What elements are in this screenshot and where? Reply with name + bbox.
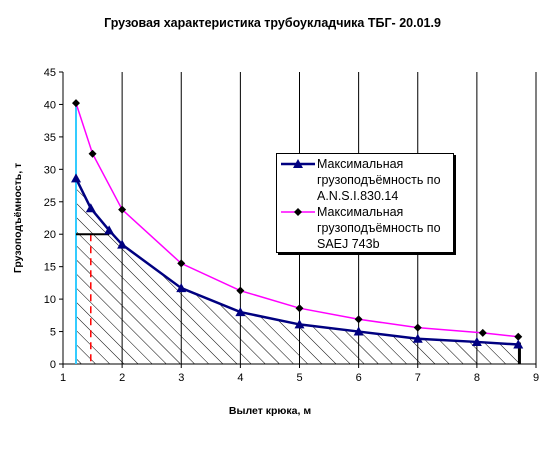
x-tick-label: 4	[237, 372, 243, 384]
series-2-point	[236, 286, 245, 295]
series-2-point	[354, 315, 363, 324]
x-tick-label: 8	[474, 372, 480, 384]
series-2-point	[478, 328, 487, 337]
x-tick-label: 6	[356, 372, 362, 384]
x-axis-label: Вылет крюка, м	[228, 405, 312, 417]
series-2-line	[75, 102, 519, 338]
legend-label-series-2: Максимальная грузоподъёмность по SAEJ 74…	[317, 205, 441, 251]
series-1-point	[235, 307, 246, 317]
axes	[59, 71, 537, 368]
y-tick-label: 20	[44, 229, 56, 241]
y-tick-label: 45	[44, 67, 56, 79]
series-1-point	[471, 336, 482, 346]
chart-title: Грузовая характеристика трубоукладчика Т…	[104, 16, 441, 30]
series-1-point	[294, 319, 305, 329]
series-2-point	[118, 205, 127, 214]
y-tick-label: 0	[50, 359, 56, 371]
y-tick-label: 40	[44, 99, 56, 111]
series-1-point	[513, 339, 524, 349]
x-tick-label: 9	[533, 372, 539, 384]
series-2-point	[295, 304, 304, 313]
y-tick-label: 30	[44, 164, 56, 176]
series-2-point	[514, 332, 523, 341]
x-tick-label: 2	[119, 372, 125, 384]
reference-lines	[75, 103, 521, 364]
x-tick-label: 5	[296, 372, 302, 384]
y-tick-label: 5	[50, 327, 56, 339]
series-1-point	[104, 225, 115, 235]
legend-swatch-diamond	[281, 208, 315, 216]
series-1-point	[353, 326, 364, 336]
series-2-point	[72, 99, 81, 108]
x-tick-label: 3	[178, 372, 184, 384]
series-2-point	[177, 259, 186, 268]
y-tick-label: 35	[44, 132, 56, 144]
legend: Максимальная грузоподъёмность по A.N.S.I…	[276, 153, 454, 253]
legend-swatch-triangle	[281, 159, 315, 168]
series-2-point	[413, 323, 422, 332]
hatched-region	[76, 178, 519, 364]
legend-entry-series-2: Максимальная грузоподъёмность по SAEJ 74…	[281, 204, 453, 252]
series-1-point	[71, 173, 82, 183]
y-axis-label-text: Грузоподъёмность, т	[12, 162, 24, 274]
x-tick-label: 1	[60, 372, 66, 384]
series-1-point	[117, 239, 128, 249]
y-tick-label: 10	[44, 294, 56, 306]
legend-label-series-1: Максимальная грузоподъёмность по A.N.S.I…	[317, 157, 441, 203]
series-group	[71, 99, 524, 349]
y-tick-label: 15	[44, 262, 56, 274]
series-1-point	[176, 283, 187, 293]
y-tick-label: 25	[44, 197, 56, 209]
x-tick-label: 7	[415, 372, 421, 384]
series-1-point	[412, 333, 423, 343]
series-2-point	[88, 149, 97, 158]
series-1-point	[85, 203, 96, 213]
legend-entry-series-1: Максимальная грузоподъёмность по A.N.S.I…	[281, 156, 453, 204]
